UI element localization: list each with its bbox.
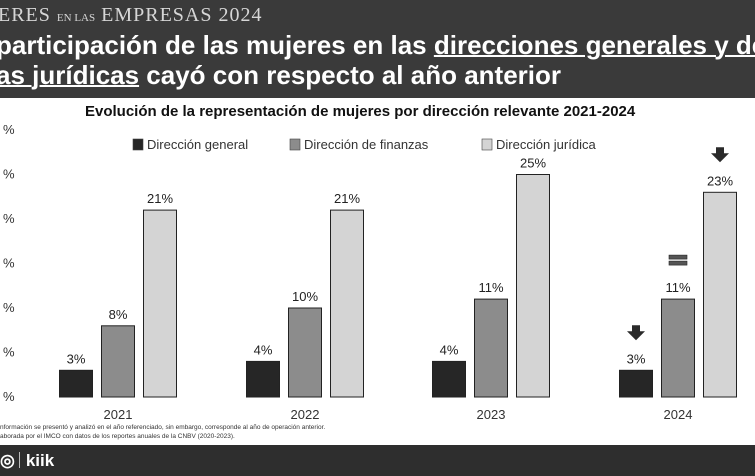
header-banner: ERES EN LAS EMPRESAS 2024 participación … [0, 0, 755, 98]
x-tick-label: 2023 [477, 407, 506, 422]
bar [661, 298, 695, 398]
legend-swatch [289, 138, 301, 151]
equal-icon [668, 254, 688, 260]
bar [59, 369, 93, 398]
data-label: 21% [147, 191, 173, 206]
bar [619, 369, 653, 398]
brand-main: ERES [0, 4, 51, 26]
bar [703, 191, 737, 398]
bar [432, 360, 466, 398]
y-tick-label: % [3, 167, 15, 182]
y-tick-label: % [3, 300, 15, 315]
legend-label: Dirección de finanzas [304, 137, 429, 152]
brand-small: EN LAS [56, 12, 96, 24]
legend-label: Dirección general [147, 137, 248, 152]
data-label: 11% [665, 280, 690, 295]
bar [246, 360, 280, 398]
equal-icon [668, 260, 688, 266]
logo-divider [18, 452, 20, 468]
page-title: participación de las mujeres en las dire… [0, 30, 755, 90]
bar [474, 298, 508, 398]
y-tick-label: % [3, 211, 15, 226]
data-label: 11% [478, 280, 503, 295]
chart-title: Evolución de la representación de mujere… [85, 103, 636, 120]
footer-bar: ◎ kiik [0, 445, 755, 476]
y-tick-label: % [3, 345, 15, 360]
y-tick-label: % [3, 122, 15, 137]
data-label: 8% [109, 307, 128, 322]
title-line2-underlined: as jurídicas [0, 60, 140, 90]
data-label: 4% [254, 342, 273, 357]
footnote-2: aborada por el IMCO con datos de los rep… [0, 433, 235, 440]
title-line1-text: participación de las mujeres en las [0, 30, 434, 60]
y-tick-label: % [3, 389, 15, 404]
y-tick-label: % [3, 256, 15, 271]
data-label: 21% [334, 191, 360, 206]
down-arrow-icon [627, 325, 645, 341]
brand-rest: EMPRESAS 2024 [101, 4, 263, 26]
legend-swatch [132, 138, 144, 151]
bar [288, 307, 322, 398]
bar [516, 174, 550, 398]
footnote-1: nformación se presentó y analizó en el a… [0, 424, 326, 431]
data-label: 10% [292, 289, 318, 304]
brand-title: ERES EN LAS EMPRESAS 2024 [0, 4, 262, 27]
bar [330, 209, 364, 398]
legend-swatch [481, 138, 493, 151]
down-arrow-icon [711, 147, 729, 163]
data-label: 3% [67, 351, 86, 366]
title-line1-underlined: direcciones generales y de [433, 30, 755, 60]
title-line-2: as jurídicas cayó con respecto al año an… [0, 60, 755, 90]
data-label: 3% [627, 351, 646, 366]
logo-text: kiik [25, 451, 55, 470]
legend-label: Dirección jurídica [496, 137, 596, 152]
title-line-1: participación de las mujeres en las dire… [0, 30, 755, 60]
data-label: 25% [520, 156, 546, 171]
x-tick-label: 2022 [291, 407, 320, 422]
data-label: 23% [707, 173, 733, 188]
logo-mark-icon: ◎ [0, 451, 15, 470]
x-tick-label: 2024 [664, 407, 693, 422]
bar [101, 325, 135, 398]
footer-logo: ◎ kiik [0, 451, 54, 471]
data-label: 4% [440, 342, 459, 357]
bar [143, 209, 177, 398]
x-tick-label: 2021 [104, 407, 133, 422]
title-line2-text: cayó con respecto al año anterior [139, 60, 561, 90]
